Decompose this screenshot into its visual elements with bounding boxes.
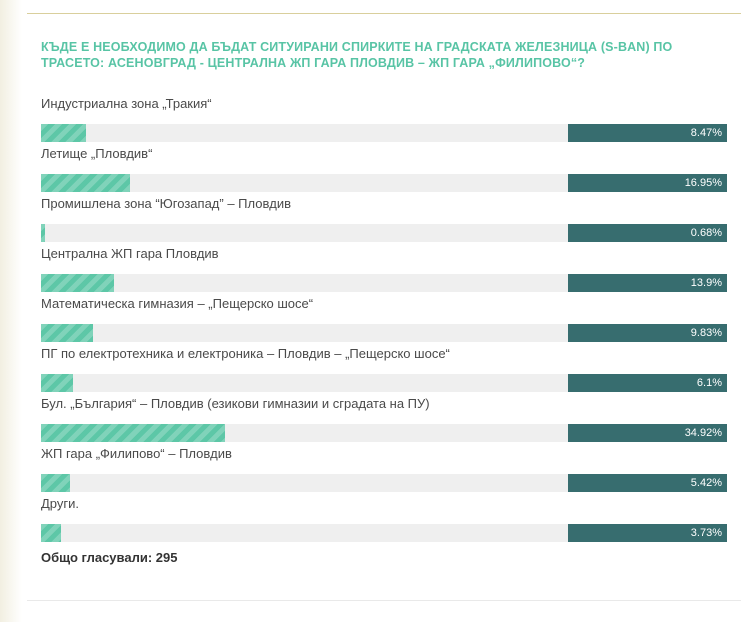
result-bar-fill [41,174,131,192]
result-percent: 34.92% [568,424,727,442]
result-bar-fill [41,124,86,142]
result-bar-fill [41,324,93,342]
result-bar-track [41,474,568,492]
result-percent: 3.73% [568,524,727,542]
result-percent: 16.95% [568,174,727,192]
poll-option: Индустриална зона „Тракия“ 8.47% [41,96,727,146]
option-label: Бул. „България“ – Пловдив (езикови гимна… [41,396,430,411]
result-bar-fill [41,274,115,292]
option-label: ЖП гара „Филипово“ – Пловдив [41,446,232,461]
result-percent: 6.1% [568,374,727,392]
result-bar-fill [41,374,74,392]
page-edge-shade [0,0,22,622]
result-percent: 0.68% [568,224,727,242]
option-label: ПГ по електротехника и електроника – Пло… [41,346,450,361]
result-bar-fill [41,524,61,542]
result-bar-track [41,324,568,342]
option-label: Летище „Пловдив“ [41,146,153,161]
poll-option: Бул. „България“ – Пловдив (езикови гимна… [41,396,727,446]
total-votes: Общо гласували: 295 [41,550,178,565]
option-label: Математическа гимназия – „Пещерско шосе“ [41,296,314,311]
result-bar-track [41,524,568,542]
result-bar-track [41,224,568,242]
poll-divider [27,600,741,601]
poll-option: Централна ЖП гара Пловдив 13.9% [41,246,727,296]
result-bar-fill [41,424,226,442]
result-bar-fill [41,224,45,242]
option-label: Промишлена зона “Югозапад” – Пловдив [41,196,291,211]
result-percent: 8.47% [568,124,727,142]
poll-option: ПГ по електротехника и електроника – Пло… [41,346,727,396]
option-label: Централна ЖП гара Пловдив [41,246,219,261]
poll-option: Летище „Пловдив“ 16.95% [41,146,727,196]
result-bar-track [41,124,568,142]
result-bar-track [41,374,568,392]
result-percent: 9.83% [568,324,727,342]
poll-widget [27,13,741,604]
poll-option: Други. 3.73% [41,496,727,546]
poll-option: Промишлена зона “Югозапад” – Пловдив 0.6… [41,196,727,246]
result-bar-track [41,424,568,442]
option-label: Други. [41,496,80,511]
result-bar-fill [41,474,70,492]
poll-option: ЖП гара „Филипово“ – Пловдив 5.42% [41,446,727,496]
result-bar-track [41,274,568,292]
result-percent: 13.9% [568,274,727,292]
result-bar-track [41,174,568,192]
poll-option: Математическа гимназия – „Пещерско шосе“… [41,296,727,346]
option-label: Индустриална зона „Тракия“ [41,96,212,111]
result-percent: 5.42% [568,474,727,492]
poll-question: Къде е необходимо да бъдат ситуирани спи… [41,40,673,70]
